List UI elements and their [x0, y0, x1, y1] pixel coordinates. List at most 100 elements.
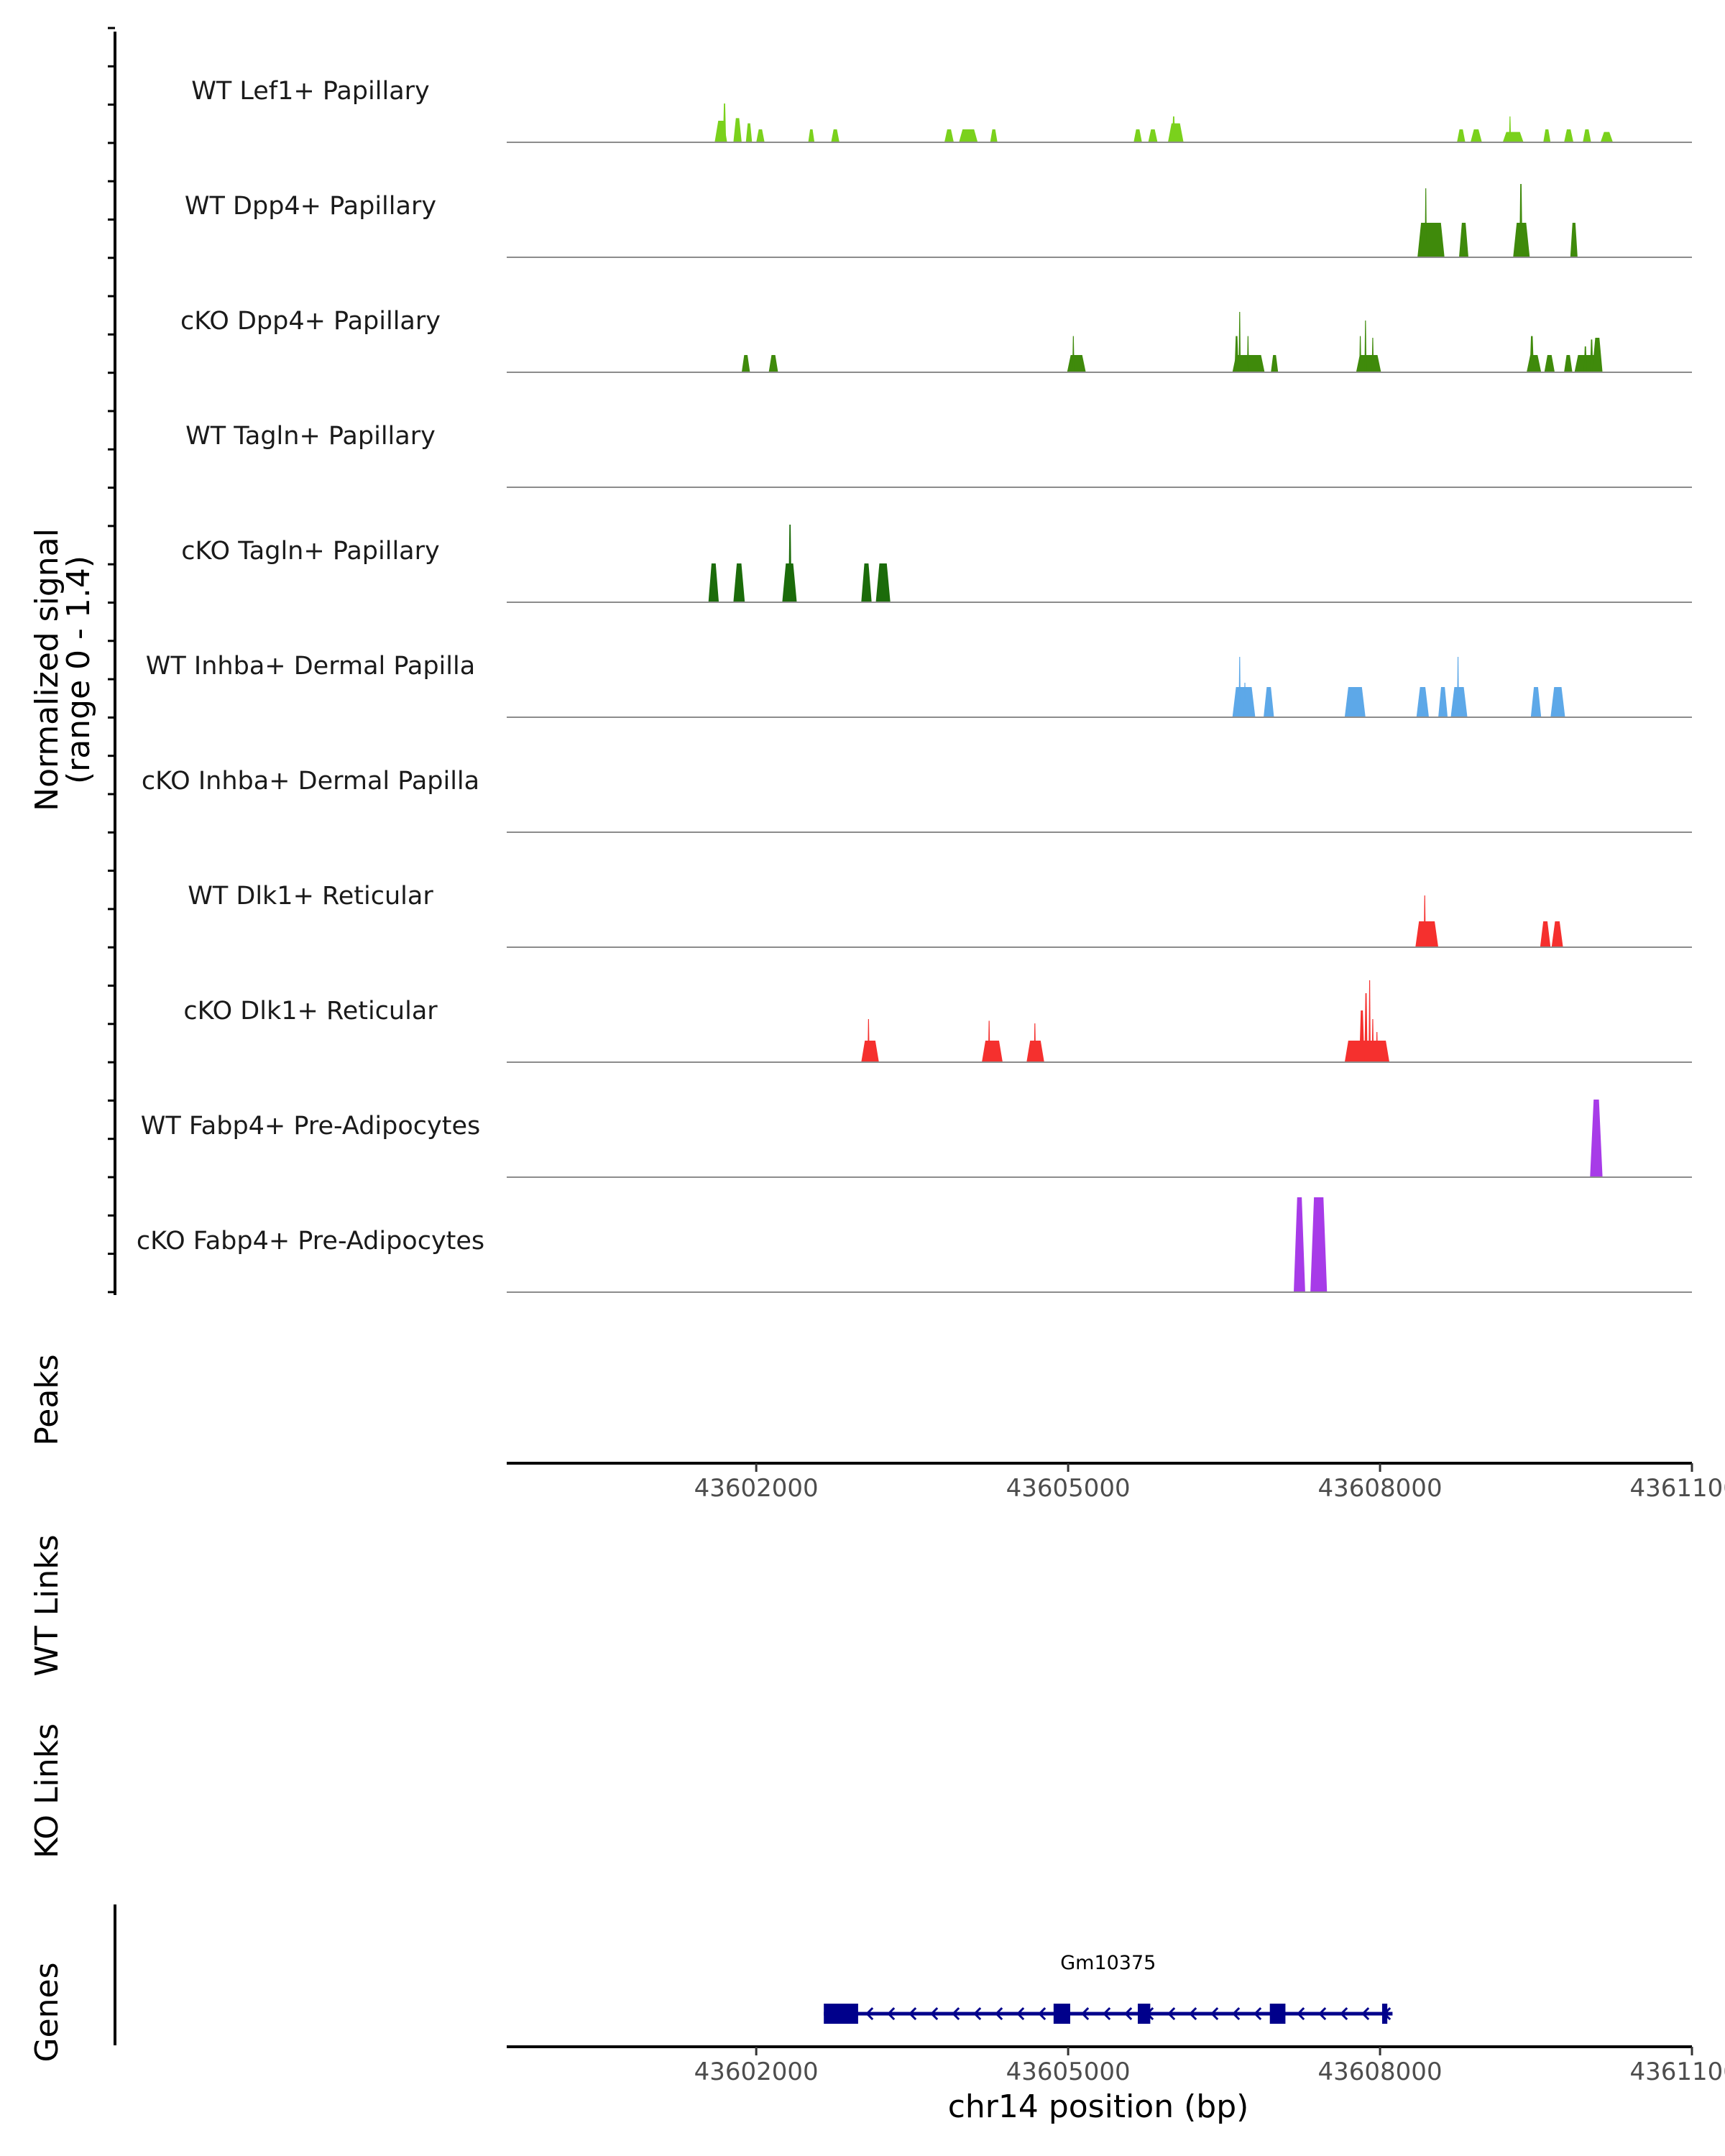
signal-peak: [1034, 1023, 1036, 1062]
strand-arrow: [1016, 2007, 1025, 2021]
track-label: WT Inhba+ Dermal Papilla: [146, 652, 475, 681]
track-8: WT Dlk1+ Reticular: [188, 882, 1692, 948]
track-7: cKO Inhba+ Dermal Papilla: [142, 767, 1692, 833]
x-tick-label: 43602000: [694, 1474, 819, 1503]
track-label: WT Dpp4+ Papillary: [185, 192, 436, 221]
wt-links-panel-label: WT Links: [29, 1534, 65, 1676]
signal-peak: [1271, 355, 1279, 372]
genes-panel-label: Genes: [29, 1962, 65, 2062]
gene-exon: [1269, 2004, 1286, 2024]
x-tick-label: 43611000: [1629, 1474, 1725, 1503]
track-11: cKO Fabp4+ Pre-Adipocytes: [137, 1197, 1692, 1293]
signal-peak: [1310, 1197, 1328, 1292]
signal-peak: [1509, 116, 1512, 142]
signal-peak: [1238, 312, 1241, 372]
signal-peak: [875, 563, 891, 602]
signal-peak: [1450, 687, 1468, 717]
signal-peak: [1570, 223, 1578, 257]
x-axis-title: chr14 position (bp): [948, 2088, 1249, 2125]
signal-peak: [733, 118, 742, 142]
genes-x-axis: 43602000 43605000 43608000 43611000: [507, 2045, 1725, 2086]
strand-arrow: [1254, 2007, 1262, 2021]
signal-peak: [1415, 921, 1439, 947]
strand-arrow: [1189, 2007, 1197, 2021]
track-1: WT Lef1+ Papillary: [191, 77, 1692, 143]
signal-peak: [982, 1041, 1003, 1062]
signal-peak: [1371, 1019, 1374, 1062]
strand-arrow: [1232, 2007, 1241, 2021]
signal-peak: [1470, 129, 1482, 142]
signal-peak: [861, 563, 872, 602]
strand-arrow: [887, 2007, 896, 2021]
strand-arrow: [1361, 2007, 1370, 2021]
signal-peak: [831, 129, 840, 142]
signal-peak: [808, 129, 815, 142]
track-label: WT Dlk1+ Reticular: [188, 882, 433, 911]
signal-peak: [788, 525, 792, 602]
x-tick-label: 43602000: [694, 2058, 819, 2086]
track-10: WT Fabp4+ Pre-Adipocytes: [141, 1100, 1692, 1178]
signal-peak: [1356, 355, 1381, 372]
gene-exon: [1053, 2004, 1070, 2024]
signal-peak: [1551, 921, 1563, 947]
signal-peak: [1417, 223, 1445, 257]
signal-peak: [1234, 336, 1239, 372]
x-tick-label: 43608000: [1318, 2058, 1443, 2086]
track-label: cKO Dlk1+ Reticular: [183, 997, 438, 1026]
signal-peak: [1550, 687, 1565, 717]
signal-peak: [1564, 355, 1573, 372]
signal-peak: [722, 103, 727, 142]
signal-peak: [944, 129, 954, 142]
signal-peak: [1425, 188, 1427, 257]
signal-peak: [1519, 184, 1523, 257]
gene-model: Gm10375: [824, 1952, 1393, 2024]
signal-peak: [745, 123, 753, 142]
track-6: WT Inhba+ Dermal Papilla: [146, 652, 1692, 718]
strand-arrow: [1038, 2007, 1046, 2021]
track-5: cKO Tagln+ Papillary: [181, 525, 1692, 603]
signal-peak: [1540, 921, 1551, 947]
track-label: WT Tagln+ Papillary: [185, 422, 436, 451]
strand-arrow: [1318, 2007, 1327, 2021]
gene-exon: [1381, 2004, 1388, 2024]
strand-arrow: [1124, 2007, 1133, 2021]
signal-peak: [1293, 1197, 1305, 1292]
track-3: cKO Dpp4+ Papillary: [180, 307, 1692, 373]
track-label: cKO Tagln+ Papillary: [181, 537, 440, 566]
strand-arrow: [930, 2007, 939, 2021]
signal-peak: [1167, 123, 1184, 142]
peaks-x-axis: 43602000 43605000 43608000 43611000: [507, 1462, 1725, 1503]
gene-track: Gm10375: [824, 1952, 1393, 2024]
signal-peak: [1457, 129, 1466, 142]
signal-peak: [1364, 993, 1368, 1062]
signal-peak: [1072, 336, 1075, 372]
x-tick-label: 43611000: [1629, 2058, 1725, 2086]
signal-peak: [768, 355, 778, 372]
gene-name: Gm10375: [1060, 1952, 1156, 1974]
signal-peak: [1376, 1032, 1379, 1062]
signal-peak: [1423, 895, 1426, 947]
signal-peak: [1133, 129, 1142, 142]
signal-peak: [1530, 687, 1542, 717]
signal-peak: [1527, 355, 1542, 372]
signal-peak: [1344, 687, 1366, 717]
gene-exon: [824, 2004, 858, 2024]
strand-arrow: [1297, 2007, 1305, 2021]
y-axis-subtitle: (range 0 - 1.4): [60, 556, 97, 784]
signal-peak: [1592, 338, 1603, 372]
signal-peak: [1232, 687, 1256, 717]
signal-peak: [1583, 129, 1591, 142]
strand-arrow: [1210, 2007, 1219, 2021]
signal-peak: [1264, 687, 1274, 717]
track-label: WT Fabp4+ Pre-Adipocytes: [141, 1112, 480, 1141]
x-tick-label: 43608000: [1318, 1474, 1443, 1503]
track-label: cKO Fabp4+ Pre-Adipocytes: [137, 1227, 484, 1256]
track-4: WT Tagln+ Papillary: [185, 422, 1692, 488]
signal-peak: [1148, 129, 1158, 142]
signal-peak: [1600, 132, 1614, 142]
strand-arrow: [1340, 2007, 1348, 2021]
strand-arrow: [1081, 2007, 1090, 2021]
gene-exon: [1138, 2004, 1151, 2024]
signal-peak: [708, 563, 719, 602]
